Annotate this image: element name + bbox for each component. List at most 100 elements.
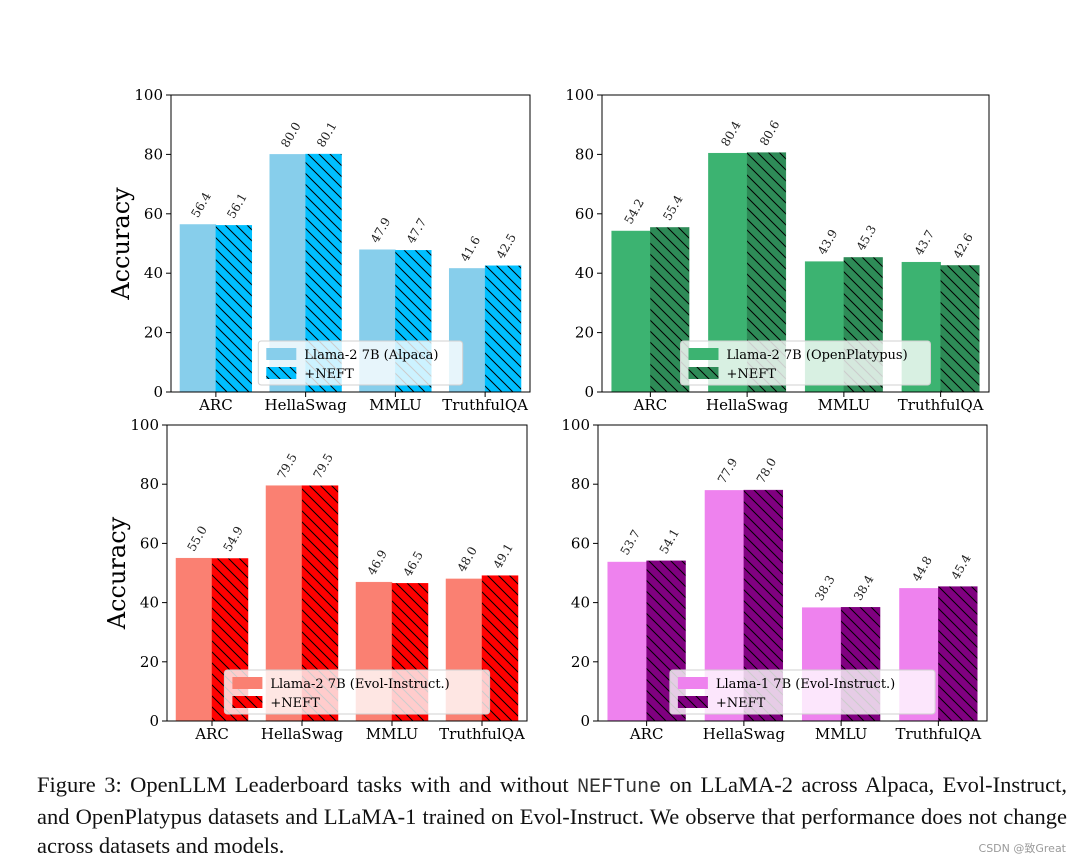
legend: Llama-2 7B (Alpaca) +NEFT — [257, 340, 464, 386]
value-label: 45.3 — [854, 223, 879, 253]
y-tick-label: 80 — [571, 475, 590, 493]
caption-suffix: on LLaMA-2 across Alpaca, Evol-Instruct,… — [37, 772, 1068, 858]
legend: Llama-2 7B (Evol-Instruct.) +NEFT — [223, 669, 491, 715]
watermark: CSDN @致Great — [978, 842, 1066, 855]
y-tick-label: 100 — [561, 416, 590, 434]
y-tick-label: 100 — [134, 86, 163, 104]
legend-swatch — [232, 677, 263, 689]
y-tick-label: 60 — [575, 205, 594, 223]
legend-box — [669, 669, 936, 715]
legend-label: +NEFT — [716, 696, 766, 711]
x-tick-label: TruthfulQA — [442, 396, 528, 414]
value-label: 44.8 — [909, 554, 934, 584]
value-label: 47.7 — [404, 216, 429, 246]
value-label: 46.9 — [364, 548, 389, 578]
x-tick-label: HellaSwag — [703, 725, 786, 743]
x-tick-label: ARC — [633, 396, 668, 414]
figure-canvas: 56.4 80.0 47.9 41.6 56.1 80.1 47.7 42.5 0 20 40 60 8… — [103, 86, 990, 743]
legend-label: +NEFT — [270, 696, 320, 711]
value-label: 38.4 — [851, 572, 877, 602]
legend-label: +NEFT — [304, 367, 354, 382]
value-label: 54.9 — [220, 524, 245, 554]
legend-label: Llama-2 7B (Evol-Instruct.) — [270, 677, 449, 692]
chart-panel-4: 53.7 77.9 38.3 44.8 54.1 78.0 38.4 45.4 0 20 40 60 8… — [561, 416, 988, 743]
value-label: 53.7 — [618, 527, 643, 557]
x-tick-label: MMLU — [369, 396, 422, 414]
y-tick-label: 0 — [584, 383, 594, 401]
x-tick-label: ARC — [198, 396, 233, 414]
value-label: 47.9 — [368, 215, 393, 245]
legend-swatch — [677, 677, 708, 689]
legend-label: Llama-2 7B (Alpaca) — [304, 348, 438, 363]
x-tick-label: MMLU — [815, 725, 868, 743]
bar-hatch-truthfulqa — [940, 265, 980, 392]
legend-box — [257, 340, 464, 386]
bar-base-arc — [611, 230, 651, 393]
value-label: 49.1 — [490, 541, 515, 571]
bar-base-arc — [607, 561, 647, 722]
value-label: 79.5 — [274, 451, 299, 481]
y-tick-label: 20 — [571, 653, 590, 671]
bar-hatch-truthfulqa — [938, 586, 978, 721]
figure-caption: Figure 3: OpenLLM Leaderboard tasks with… — [37, 770, 1067, 860]
chart-panel-3: 55.0 79.5 46.9 48.0 54.9 79.5 46.5 49.1 0 20 40 60 8… — [103, 416, 528, 743]
axes-frame — [166, 424, 528, 722]
y-tick-label: 0 — [580, 712, 590, 730]
legend-label: Llama-2 7B (OpenPlatypus) — [727, 348, 908, 363]
value-label: 42.6 — [950, 231, 975, 261]
value-label: 38.3 — [812, 573, 837, 603]
value-label: 77.9 — [715, 456, 740, 486]
x-tick-label: ARC — [629, 725, 664, 743]
bar-base-arc — [175, 557, 213, 722]
value-label: 43.7 — [912, 228, 937, 258]
x-tick-label: TruthfulQA — [896, 725, 982, 743]
y-tick-label: 80 — [575, 145, 594, 163]
legend-swatch — [266, 348, 297, 360]
axes-frame — [597, 424, 988, 722]
axes-frame — [170, 94, 531, 393]
y-tick-label: 80 — [140, 475, 159, 493]
caption-prefix: Figure 3: OpenLLM Leaderboard tasks with… — [37, 772, 578, 797]
bar-hatch-truthfulqa — [485, 265, 522, 392]
y-tick-label: 60 — [144, 205, 163, 223]
y-tick-label: 20 — [140, 653, 159, 671]
legend-label: +NEFT — [727, 367, 777, 382]
legend-swatch-hatch — [266, 367, 297, 379]
y-tick-label: 60 — [571, 534, 590, 552]
y-tick-label: 100 — [565, 86, 594, 104]
value-label: 48.0 — [454, 544, 479, 574]
x-tick-label: MMLU — [818, 396, 871, 414]
value-label: 43.9 — [815, 227, 840, 257]
value-label: 45.4 — [948, 552, 974, 582]
y-tick-label: 100 — [130, 416, 159, 434]
value-label: 80.1 — [314, 119, 339, 149]
legend-swatch-hatch — [688, 367, 719, 379]
value-label: 55.0 — [184, 524, 209, 554]
caption-code: NEFTune — [577, 776, 662, 799]
y-axis-label: Accuracy — [107, 187, 135, 301]
y-tick-label: 20 — [575, 324, 594, 342]
y-tick-label: 80 — [144, 145, 163, 163]
chart-panel-1: 56.4 80.0 47.9 41.6 56.1 80.1 47.7 42.5 0 20 40 60 8… — [107, 86, 531, 414]
value-label: 79.5 — [310, 451, 335, 481]
y-axis-label: Accuracy — [103, 516, 131, 630]
y-tick-label: 20 — [144, 324, 163, 342]
legend: Llama-2 7B (OpenPlatypus) +NEFT — [680, 340, 931, 386]
y-tick-label: 0 — [153, 383, 163, 401]
y-tick-label: 40 — [571, 594, 590, 612]
y-tick-label: 40 — [144, 264, 163, 282]
bar-hatch-arc — [215, 225, 252, 392]
legend-swatch — [688, 348, 719, 360]
value-label: 46.5 — [400, 549, 425, 579]
value-label: 54.1 — [657, 526, 682, 556]
axes-frame — [601, 94, 990, 393]
x-tick-label: MMLU — [366, 725, 419, 743]
y-tick-label: 60 — [140, 534, 159, 552]
legend: Llama-1 7B (Evol-Instruct.) +NEFT — [669, 669, 936, 715]
value-label: 55.4 — [660, 193, 686, 223]
x-tick-label: TruthfulQA — [439, 725, 525, 743]
y-tick-label: 40 — [575, 264, 594, 282]
value-label: 80.4 — [718, 118, 744, 148]
x-tick-label: HellaSwag — [261, 725, 344, 743]
value-label: 78.0 — [754, 455, 779, 485]
